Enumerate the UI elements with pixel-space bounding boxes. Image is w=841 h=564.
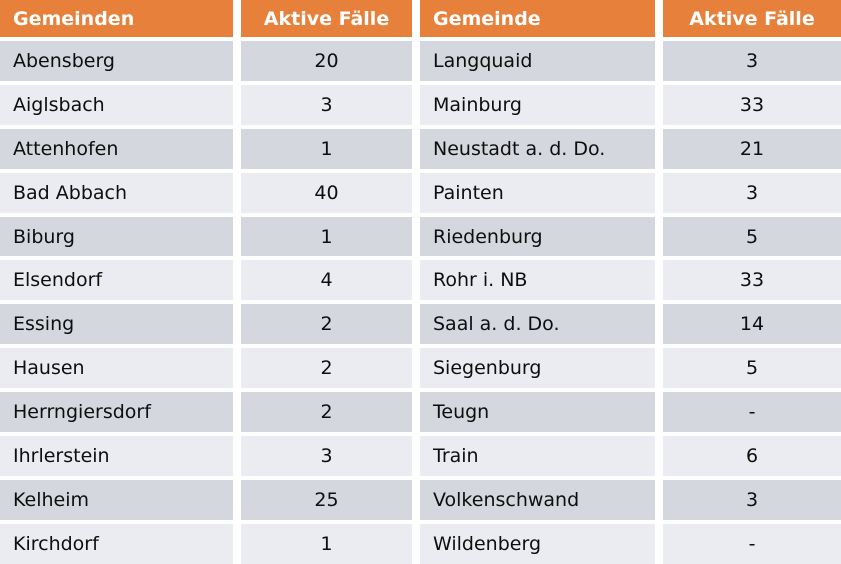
gemeinde-cell: Kirchdorf	[0, 523, 233, 564]
cases-cell: 33	[663, 260, 841, 301]
cases-cell: -	[663, 523, 841, 564]
gemeinde-cell: Siegenburg	[420, 348, 655, 389]
gemeinde-cell: Bad Abbach	[0, 172, 233, 213]
gemeinde-cell: Langquaid	[420, 41, 655, 81]
cases-cell: 25	[241, 479, 412, 520]
gemeinde-cell: Elsendorf	[0, 260, 233, 301]
cases-cell: 2	[241, 304, 412, 345]
cases-cell: 6	[663, 436, 841, 476]
column-header-gemeinden: Gemeinden	[0, 0, 233, 37]
gemeinde-cell: Hausen	[0, 348, 233, 389]
gemeinde-cell: Attenhofen	[0, 128, 233, 169]
gemeinde-cell: Essing	[0, 304, 233, 345]
cases-cell: 3	[663, 41, 841, 81]
gemeinde-cell: Saal a. d. Do.	[420, 304, 655, 345]
gemeinde-cell: Mainburg	[420, 84, 655, 125]
cases-cell: 20	[241, 41, 412, 81]
cases-cell: 14	[663, 304, 841, 345]
gemeinde-cell: Kelheim	[0, 479, 233, 520]
gemeinde-cell: Herrngiersdorf	[0, 392, 233, 433]
cases-cell: 3	[663, 172, 841, 213]
cases-cell: 33	[663, 84, 841, 125]
gemeinde-cell: Rohr i. NB	[420, 260, 655, 301]
cases-cell: 40	[241, 172, 412, 213]
cases-cell: 4	[241, 260, 412, 301]
gemeinde-cell: Train	[420, 436, 655, 476]
gemeinde-cell: Neustadt a. d. Do.	[420, 128, 655, 169]
gemeinde-cell: Volkenschwand	[420, 479, 655, 520]
gemeinde-cell: Aiglsbach	[0, 84, 233, 125]
cases-cell: 21	[663, 128, 841, 169]
gemeinde-cell: Abensberg	[0, 41, 233, 81]
cases-cell: 3	[663, 479, 841, 520]
cases-cell: 1	[241, 216, 412, 257]
cases-cell: 1	[241, 523, 412, 564]
cases-cell: 5	[663, 216, 841, 257]
column-header-aktive-faelle-right: Aktive Fälle	[663, 0, 841, 37]
cases-cell: 1	[241, 128, 412, 169]
cases-cell: 2	[241, 348, 412, 389]
gemeinde-cell: Painten	[420, 172, 655, 213]
gemeinde-cell: Ihrlerstein	[0, 436, 233, 476]
gemeinde-cell: Riedenburg	[420, 216, 655, 257]
cases-cell: 3	[241, 84, 412, 125]
gemeinde-cell: Biburg	[0, 216, 233, 257]
gemeinde-cell: Teugn	[420, 392, 655, 433]
cases-cell: 2	[241, 392, 412, 433]
column-header-aktive-faelle-left: Aktive Fälle	[241, 0, 412, 37]
column-header-gemeinde: Gemeinde	[420, 0, 655, 37]
cases-cell: -	[663, 392, 841, 433]
cases-cell: 5	[663, 348, 841, 389]
gemeinde-cell: Wildenberg	[420, 523, 655, 564]
cases-cell: 3	[241, 436, 412, 476]
